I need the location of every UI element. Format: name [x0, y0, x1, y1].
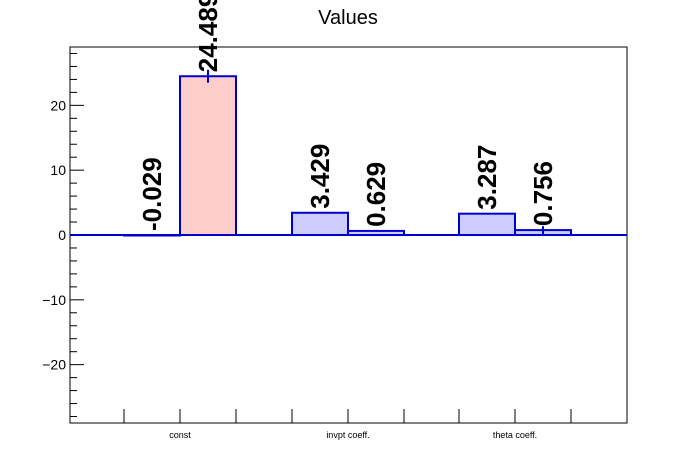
data-label: 24.489: [193, 0, 223, 72]
data-label: 3.287: [472, 145, 502, 210]
bar: [291, 211, 349, 236]
category-label: theta coeff.: [493, 430, 537, 440]
data-label: -0.029: [137, 157, 167, 231]
category-label: invpt coeff.: [326, 430, 369, 440]
data-label: 0.756: [528, 161, 558, 226]
bar: [179, 75, 237, 236]
y-tick-label: 20: [50, 97, 66, 113]
data-label: 3.429: [305, 144, 335, 209]
category-label: const: [169, 430, 191, 440]
chart-title: Values: [318, 7, 378, 29]
bar: [458, 212, 516, 237]
y-tick-label: −20: [42, 357, 66, 373]
y-tick-label: −10: [42, 292, 66, 308]
y-tick-label: 0: [58, 227, 66, 243]
y-tick-label: 10: [50, 162, 66, 178]
data-label: 0.629: [361, 162, 391, 227]
